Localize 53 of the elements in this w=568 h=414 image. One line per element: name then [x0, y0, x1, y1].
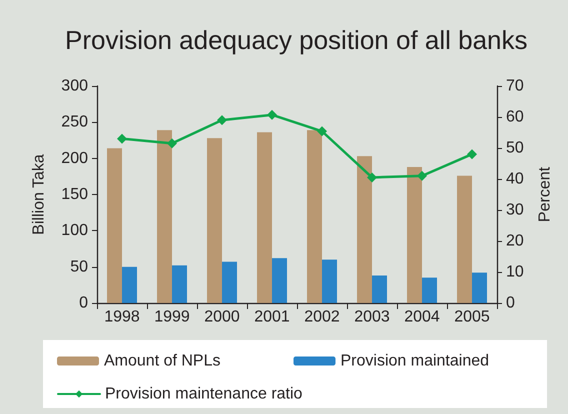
point — [417, 170, 427, 181]
y2-tick-label: 40 — [506, 170, 524, 188]
point — [117, 134, 127, 144]
y-tick-label: 250 — [61, 114, 88, 131]
bar — [472, 272, 487, 303]
point — [467, 149, 477, 160]
bar — [107, 148, 122, 303]
bar — [257, 132, 272, 303]
y2-tick-label: 50 — [506, 140, 524, 156]
y2-tick-label: 0 — [506, 294, 515, 312]
bar — [322, 260, 337, 303]
x-tick-label: 2001 — [254, 308, 290, 326]
y2-tick-label: 60 — [506, 108, 524, 126]
x-tick-label: 2005 — [454, 308, 490, 326]
y2-tick-label: 10 — [506, 264, 524, 280]
x-tick-label: 2000 — [204, 308, 240, 326]
y2-tick-label: 70 — [506, 78, 524, 94]
bar — [422, 278, 437, 303]
bar — [407, 167, 422, 303]
point — [217, 115, 227, 126]
y2-axis-title: Percent — [536, 166, 554, 222]
x-tick-label: 2004 — [404, 308, 440, 326]
y2-tick-label: 30 — [506, 202, 524, 218]
bar — [157, 130, 172, 303]
y2-tick-label: 20 — [506, 232, 524, 250]
x-tick-label: 1998 — [104, 308, 140, 326]
y-tick-label: 50 — [70, 258, 88, 276]
point — [267, 110, 277, 120]
bar — [457, 176, 472, 303]
legend-label: Amount of NPLs — [104, 352, 220, 370]
legend-label: Provision maintained — [340, 352, 490, 370]
y-axis-title: Billion Taka — [30, 154, 48, 235]
point — [367, 172, 377, 182]
point — [167, 138, 177, 148]
bar — [357, 156, 372, 303]
bar — [207, 138, 222, 303]
y-tick-label: 200 — [61, 150, 88, 167]
chart-title: Provision adequacy position of all banks — [65, 25, 528, 55]
point — [317, 126, 327, 136]
bar — [222, 262, 237, 303]
bar — [372, 276, 387, 303]
y-tick-label: 100 — [61, 222, 88, 240]
y-tick-label: 0 — [79, 294, 88, 312]
bar — [307, 130, 322, 303]
bar — [272, 258, 287, 303]
x-tick-label: 2002 — [304, 308, 340, 326]
y-tick-label: 300 — [61, 78, 88, 94]
bar — [122, 266, 137, 303]
y-tick-label: 150 — [61, 186, 88, 203]
x-tick-label: 1999 — [154, 308, 190, 326]
legend-label: Provision maintenance ratio — [105, 386, 303, 402]
bar — [172, 265, 187, 303]
x-tick-label: 2003 — [354, 308, 390, 326]
